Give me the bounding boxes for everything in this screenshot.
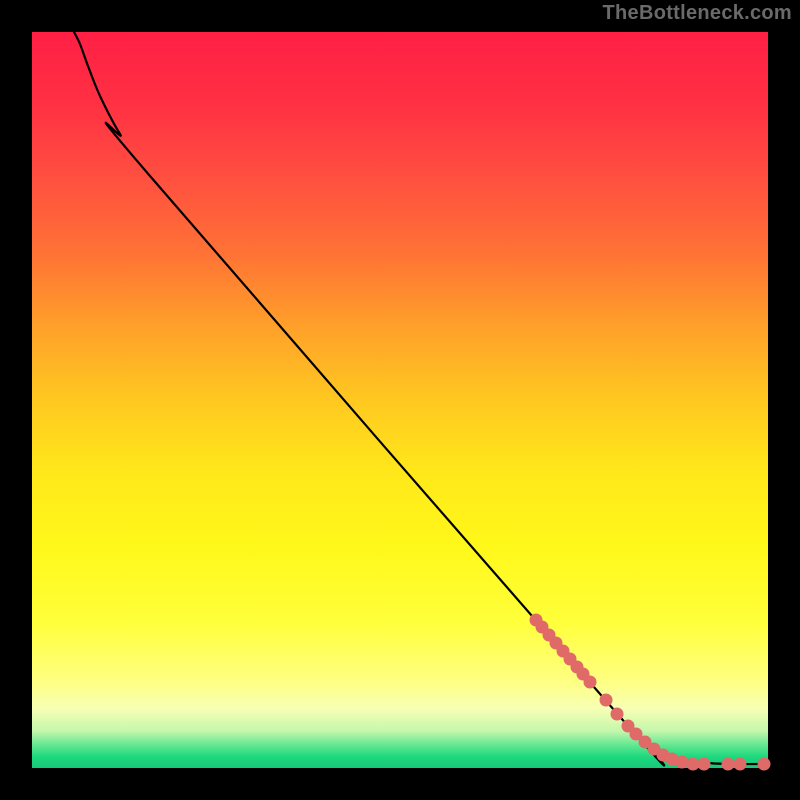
plot-background	[32, 32, 768, 768]
chart-container: TheBottleneck.com	[0, 0, 800, 800]
watermark-text: TheBottleneck.com	[603, 2, 792, 25]
data-point	[734, 758, 747, 771]
chart-svg	[0, 0, 800, 800]
data-point	[698, 758, 711, 771]
data-point	[722, 758, 735, 771]
data-point	[611, 708, 624, 721]
data-point	[600, 694, 613, 707]
data-point	[758, 758, 771, 771]
data-point	[584, 676, 597, 689]
data-point	[676, 756, 689, 769]
